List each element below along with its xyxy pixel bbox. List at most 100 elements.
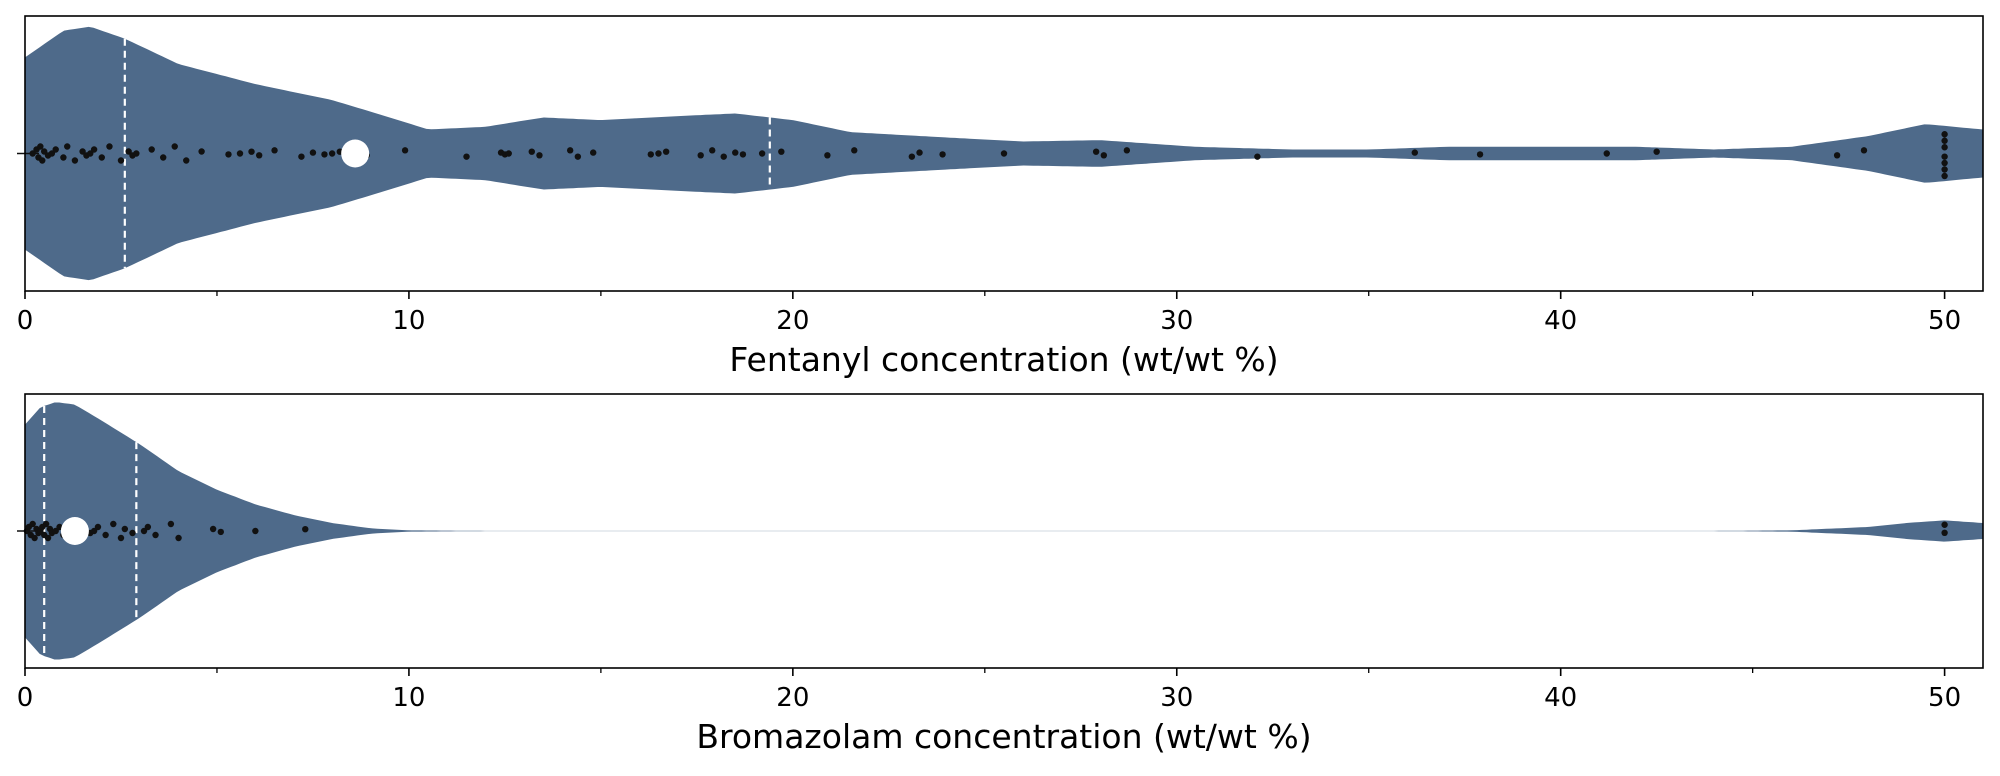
data-point [87, 150, 94, 157]
data-point [271, 147, 278, 154]
data-point [908, 153, 916, 160]
data-point [236, 150, 244, 157]
data-point [252, 527, 259, 535]
data-point [37, 143, 44, 150]
data-point [102, 531, 109, 539]
data-point [144, 523, 152, 531]
x-tick-label: 10 [392, 683, 425, 713]
data-point [29, 520, 36, 528]
axes-frame [24, 393, 1984, 669]
x-axis-title: Bromazolam concentration (wt/wt %) [696, 717, 1311, 756]
data-point [463, 153, 470, 160]
data-point [309, 149, 317, 156]
data-point [171, 143, 178, 150]
data-point [1833, 152, 1841, 159]
data-point [536, 152, 543, 159]
data-point [401, 147, 409, 154]
data-point [851, 147, 858, 154]
data-point [1941, 131, 1948, 138]
data-point [778, 148, 785, 155]
data-point [217, 528, 224, 536]
bromazolam-violin-panel: 0 10 20 30 40 50 Bromazolam concentration (wt/… [17, 393, 1984, 756]
data-point [916, 149, 923, 156]
data-point [1603, 150, 1610, 157]
data-point [298, 153, 305, 160]
data-point [175, 534, 182, 542]
data-point [160, 154, 167, 161]
data-point [662, 148, 670, 155]
data-point [824, 152, 831, 159]
data-point [64, 143, 71, 150]
data-point [148, 146, 155, 153]
data-point [1941, 166, 1948, 173]
data-point [328, 150, 336, 157]
data-point [1941, 159, 1948, 167]
data-point [647, 151, 654, 158]
data-point [1860, 147, 1868, 154]
data-point [94, 523, 102, 531]
data-point [739, 151, 747, 158]
data-point [90, 146, 98, 153]
data-point [655, 150, 662, 157]
data-point [133, 150, 140, 157]
data-point [1941, 153, 1948, 160]
data-point [198, 148, 205, 155]
data-point [152, 531, 159, 539]
data-point [110, 520, 117, 528]
fentanyl-violin-panel: 0 10 20 30 40 50 Fentanyl concentration (wt/wt… [17, 15, 1984, 379]
data-point [1941, 521, 1948, 528]
data-point [40, 148, 48, 155]
data-point [52, 527, 59, 535]
x-tick-label: 0 [17, 306, 34, 336]
data-point [183, 157, 190, 164]
data-point [209, 525, 217, 533]
data-point [528, 148, 535, 155]
x-tick-label: 20 [776, 306, 809, 336]
data-point [60, 154, 67, 161]
data-point [48, 150, 56, 157]
data-point [255, 152, 263, 159]
x-tick-label: 40 [1544, 306, 1577, 336]
mean-marker [341, 139, 370, 168]
x-tick-label: 30 [1160, 306, 1193, 336]
data-point [720, 153, 727, 160]
x-tick-label: 40 [1544, 683, 1577, 713]
data-point [117, 157, 125, 164]
data-point [321, 151, 328, 158]
data-point [106, 143, 113, 150]
x-tick-label: 0 [17, 683, 34, 713]
data-point [248, 148, 255, 155]
data-point [1411, 149, 1418, 156]
data-point [1000, 150, 1008, 157]
data-point [98, 154, 105, 161]
data-point [697, 152, 704, 159]
data-point [125, 148, 132, 155]
data-point [302, 526, 309, 533]
x-axis-title: Fentanyl concentration (wt/wt %) [729, 340, 1278, 379]
data-point [79, 148, 86, 155]
data-point [732, 149, 739, 156]
violin-body [25, 402, 1983, 660]
data-point [709, 147, 716, 154]
x-tick-label: 10 [392, 306, 425, 336]
data-point [52, 146, 59, 153]
data-point [42, 520, 50, 528]
data-point [1941, 172, 1948, 180]
data-point [129, 529, 136, 537]
data-point [1476, 151, 1484, 158]
data-point [505, 150, 512, 157]
data-point [225, 151, 232, 158]
data-point [140, 527, 148, 535]
data-point [1941, 137, 1948, 144]
data-point [1123, 147, 1131, 154]
data-point [117, 534, 125, 542]
data-point [1254, 153, 1261, 160]
data-point [574, 153, 582, 160]
data-point [1092, 148, 1100, 155]
x-tick-label: 20 [776, 683, 809, 713]
data-point [44, 534, 52, 542]
data-point [758, 150, 766, 157]
axes-frame [24, 15, 1984, 292]
data-point [29, 150, 36, 157]
